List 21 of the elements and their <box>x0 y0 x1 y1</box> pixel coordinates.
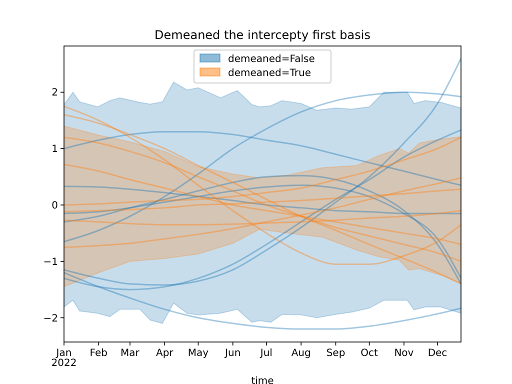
y-tick-label: −1 <box>43 256 58 268</box>
y-tick-label: 2 <box>52 88 58 99</box>
x-axis-title: time <box>251 376 274 384</box>
y-tick-label: −2 <box>43 313 58 324</box>
x-tick-label: Sep <box>326 348 346 359</box>
x-tick-label: Feb <box>90 348 108 359</box>
x-tick-label: Jan 2022 <box>51 348 77 369</box>
x-tick-label: Nov <box>394 348 414 359</box>
legend-label: demeaned=True <box>228 68 311 79</box>
x-tick-label: Apr <box>156 348 174 359</box>
x-tick-label: May <box>188 348 209 359</box>
y-tick-label: 0 <box>52 200 58 212</box>
x-tick-label: Aug <box>291 348 311 359</box>
x-tick-label: Oct <box>360 348 378 359</box>
x-tick-label: Jul <box>259 348 272 359</box>
x-tick-label: Dec <box>428 348 448 359</box>
x-tick-label: Mar <box>120 348 140 359</box>
chart-title: Demeaned the intercepty first basis <box>154 28 370 42</box>
x-tick-label: Jun <box>224 348 241 359</box>
legend-label: demeaned=False <box>228 54 315 65</box>
y-tick-label: 1 <box>52 144 58 156</box>
